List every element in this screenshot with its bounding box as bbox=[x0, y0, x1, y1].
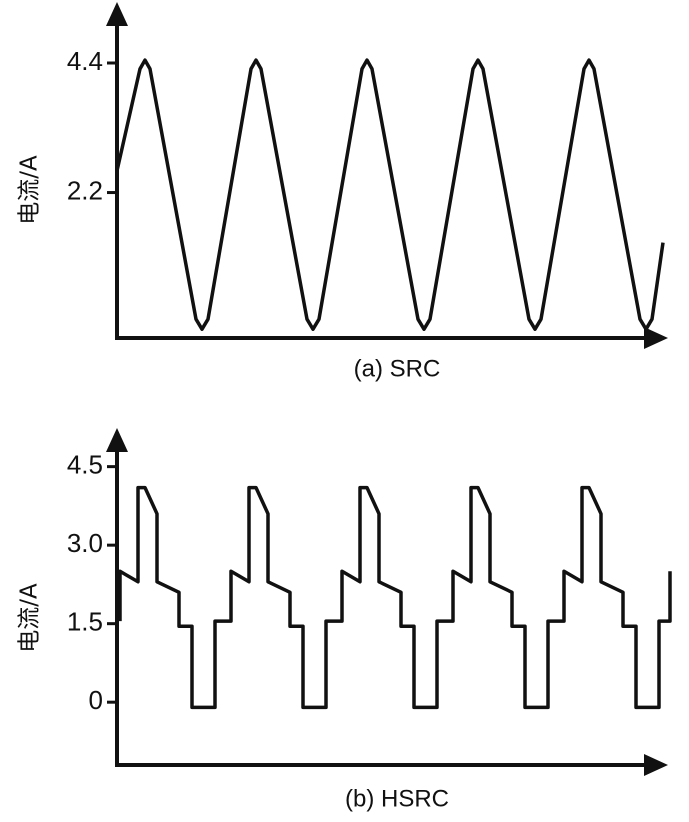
x-axis-arrow bbox=[644, 327, 668, 349]
line-series bbox=[118, 485, 672, 710]
y-tick-label: 0 bbox=[89, 685, 103, 715]
x-axis-arrow bbox=[644, 754, 668, 776]
y-axis-arrow bbox=[106, 428, 128, 452]
y-tick-label: 4.4 bbox=[67, 46, 103, 76]
y-axis-label: 电流/A bbox=[17, 155, 43, 225]
line-series bbox=[115, 58, 665, 331]
caption: (b) HSRC bbox=[345, 785, 449, 812]
y-tick-label: 2.2 bbox=[67, 175, 103, 205]
caption: (a) SRC bbox=[354, 355, 441, 382]
y-tick-label: 3.0 bbox=[67, 528, 103, 558]
y-tick-label: 1.5 bbox=[67, 607, 103, 637]
y-tick-label: 4.5 bbox=[67, 450, 103, 480]
y-axis-arrow bbox=[106, 2, 128, 26]
axes-a bbox=[106, 2, 668, 349]
axes-b bbox=[106, 428, 668, 776]
y-axis-label: 电流/A bbox=[17, 583, 43, 653]
